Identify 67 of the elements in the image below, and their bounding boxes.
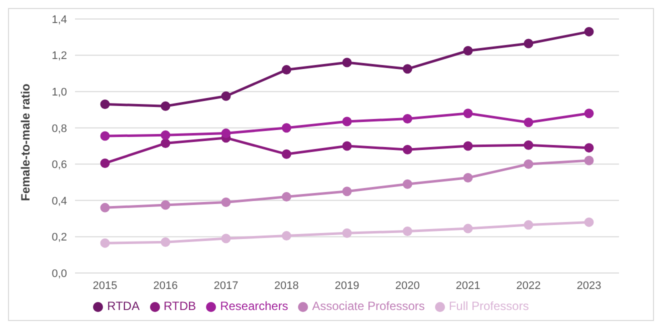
point	[160, 237, 170, 247]
point	[402, 144, 412, 154]
point	[524, 159, 534, 169]
point	[402, 64, 412, 74]
x-tick-label: 2018	[274, 280, 299, 292]
x-tick-label: 2019	[334, 280, 360, 292]
point	[342, 58, 352, 68]
point	[342, 186, 352, 196]
point	[100, 131, 110, 141]
point	[584, 26, 594, 36]
x-tick-label: 2023	[576, 280, 602, 292]
legend-label: RTDB	[164, 299, 196, 313]
point	[282, 65, 292, 75]
y-axis-title: Female-to-male ratio	[18, 84, 32, 201]
y-tick-label: 0,0	[52, 268, 67, 280]
point	[100, 100, 110, 110]
x-tick-label: 2017	[214, 280, 238, 292]
point	[160, 138, 170, 148]
y-tick-label: 1,2	[52, 50, 67, 62]
point	[402, 179, 412, 189]
x-tick-label: 2015	[92, 280, 118, 292]
point	[524, 118, 534, 128]
point	[342, 116, 352, 126]
point	[584, 156, 594, 166]
point	[160, 200, 170, 210]
point	[402, 226, 412, 236]
point	[402, 114, 412, 124]
legend-label: Associate Professors	[312, 299, 425, 313]
legend-label: Full Professors	[448, 299, 529, 313]
point	[524, 220, 534, 230]
point	[524, 38, 534, 48]
point	[221, 197, 231, 207]
x-tick-label: 2021	[456, 280, 480, 292]
y-tick-label: 1,4	[52, 14, 67, 26]
point	[221, 234, 231, 244]
legend-label: RTDA	[107, 299, 140, 313]
point	[160, 101, 170, 111]
point	[100, 202, 110, 212]
point	[282, 231, 292, 241]
point	[282, 192, 292, 202]
point	[584, 143, 594, 153]
point	[463, 224, 473, 234]
point	[160, 130, 170, 140]
point	[342, 141, 352, 151]
point	[524, 140, 534, 150]
x-tick-label: 2022	[516, 280, 541, 292]
point	[463, 108, 473, 118]
y-tick-label: 0,4	[52, 195, 67, 208]
x-tick-label: 2016	[153, 280, 178, 292]
point	[463, 173, 473, 182]
point	[282, 123, 292, 133]
point	[282, 149, 292, 159]
y-tick-label: 0,6	[52, 159, 67, 172]
legend-label: Researchers	[220, 299, 288, 313]
point	[100, 158, 110, 168]
point	[463, 46, 473, 56]
point	[342, 228, 352, 238]
x-tick-label: 2020	[395, 280, 420, 292]
y-tick-label: 0,8	[52, 122, 67, 135]
point	[100, 238, 110, 248]
y-tick-label: 1,0	[52, 86, 67, 98]
point	[584, 217, 594, 227]
y-tick-label: 0,2	[52, 232, 67, 244]
point	[221, 128, 231, 138]
point	[463, 141, 473, 151]
point	[221, 91, 231, 101]
point	[584, 108, 594, 118]
